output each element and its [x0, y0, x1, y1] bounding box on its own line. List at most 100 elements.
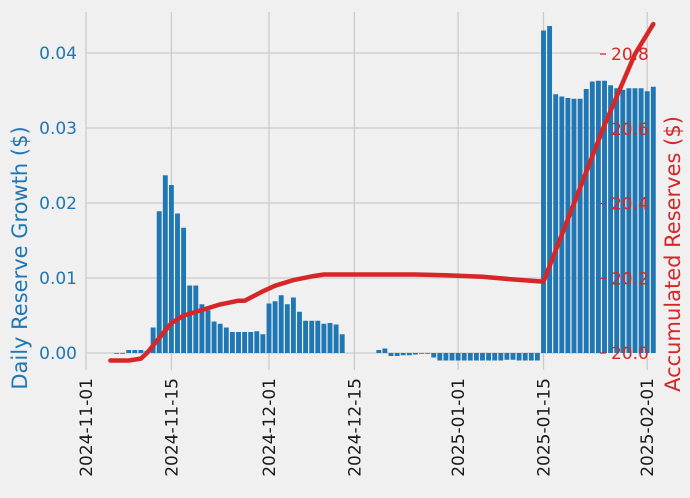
bar [205, 310, 211, 353]
bar [114, 353, 119, 354]
y-axis-left: 0.00 0.01 0.02 0.03 0.04 [39, 44, 77, 364]
x-tick-label: 2024-11-01 [77, 378, 97, 477]
bar [486, 353, 492, 361]
bar [559, 96, 565, 353]
bar [650, 86, 656, 353]
bar [589, 81, 595, 353]
bar [400, 353, 406, 356]
bar [327, 323, 333, 353]
bar [303, 320, 309, 353]
x-tick-label: 2024-12-15 [345, 378, 365, 477]
bar [290, 297, 296, 353]
bar [278, 295, 284, 353]
bar [522, 353, 528, 361]
bar [492, 353, 498, 361]
bar [217, 323, 223, 353]
bar [547, 26, 553, 353]
x-tick-label: 2025-01-15 [535, 378, 555, 477]
bar [626, 88, 632, 353]
bar [437, 353, 443, 361]
bar [394, 353, 400, 356]
y-left-tick-label: 0.02 [39, 194, 77, 214]
bar [565, 98, 571, 353]
x-tick-label: 2024-11-15 [162, 378, 182, 477]
bar [412, 353, 418, 355]
bar [644, 91, 650, 353]
bar [583, 89, 589, 353]
bar [321, 323, 327, 353]
bar [553, 94, 559, 353]
bar [419, 353, 424, 354]
bar [333, 324, 339, 353]
bar [181, 227, 187, 353]
bar [602, 80, 607, 353]
bar [632, 88, 638, 353]
bar [425, 353, 431, 354]
bar [339, 334, 345, 353]
bar [211, 321, 217, 353]
bar [229, 332, 235, 353]
y-left-tick-label: 0.00 [39, 344, 77, 364]
x-tick-label: 2024-12-01 [260, 378, 280, 477]
bar [254, 331, 260, 353]
bar [541, 30, 546, 353]
accumulated-reserves-line [108, 21, 656, 363]
bar [595, 80, 601, 353]
x-axis: 2024-11-01 2024-11-15 2024-12-01 2024-12-15… [77, 378, 658, 477]
bar [614, 88, 620, 353]
bar [150, 327, 156, 353]
bar [223, 327, 229, 353]
y-right-tick-label: 20.6 [611, 120, 649, 140]
y-left-tick-label: 0.03 [39, 119, 77, 139]
bar [272, 301, 278, 353]
bar [199, 304, 205, 353]
bar [504, 353, 510, 360]
bar [461, 353, 467, 361]
bar [168, 185, 174, 353]
bar [510, 353, 516, 360]
bar [467, 353, 473, 361]
bar-series [114, 26, 656, 361]
bar [534, 353, 540, 361]
y-left-tick-label: 0.04 [39, 44, 77, 64]
bar [406, 353, 412, 356]
bar [297, 311, 302, 353]
y-right-tick-label: 20.4 [611, 195, 649, 215]
y-axis-right-title: Accumulated Reserves ($) [661, 116, 685, 392]
y-right-tick-label: 20.0 [611, 344, 649, 364]
y-right-tick-label: 20.8 [611, 45, 649, 65]
bar [120, 353, 126, 354]
x-tick-label: 2025-01-01 [449, 378, 469, 477]
bar [193, 285, 199, 353]
bar [156, 211, 162, 353]
bar [480, 353, 485, 361]
bar [376, 350, 382, 353]
bar [126, 350, 132, 353]
bar [449, 353, 455, 361]
bar [473, 353, 479, 361]
bar [187, 285, 193, 353]
bar [162, 175, 168, 353]
bar [284, 304, 290, 353]
bar [455, 353, 461, 361]
bar [132, 350, 138, 353]
y-left-tick-label: 0.01 [39, 269, 77, 289]
bar [138, 350, 144, 353]
bar [242, 332, 248, 353]
bar [248, 332, 254, 353]
bar [315, 320, 321, 353]
bar [608, 85, 614, 353]
line-series [108, 21, 656, 363]
x-tick-label: 2025-02-01 [638, 378, 658, 477]
bar [266, 303, 272, 353]
bar [382, 348, 388, 353]
bar [175, 213, 180, 353]
y-right-tick-label: 20.2 [611, 269, 649, 289]
bar [516, 353, 522, 361]
bar [443, 353, 449, 361]
bar [236, 332, 241, 353]
bar [431, 353, 437, 358]
bar [620, 89, 626, 353]
bar [571, 98, 577, 353]
